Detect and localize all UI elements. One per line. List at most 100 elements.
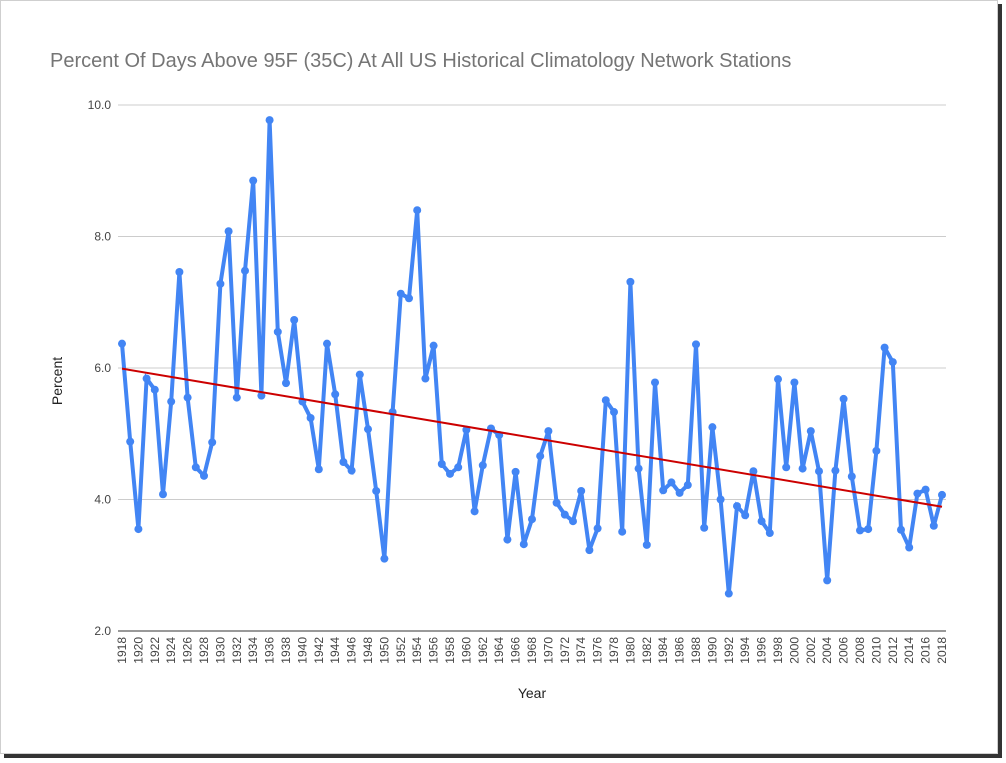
data-point xyxy=(511,467,520,476)
x-tick-label: 1962 xyxy=(476,637,490,664)
x-tick-label: 2016 xyxy=(919,637,933,664)
data-point xyxy=(528,515,536,524)
data-point xyxy=(806,427,815,436)
data-point xyxy=(454,463,463,472)
x-tick-label: 1970 xyxy=(541,637,555,664)
x-tick-label: 1998 xyxy=(771,637,785,664)
data-point xyxy=(167,397,176,406)
data-point xyxy=(790,378,799,387)
x-tick-label: 1960 xyxy=(459,637,473,664)
data-point xyxy=(429,341,438,350)
x-tick-label: 1988 xyxy=(689,637,703,664)
x-tick-label: 1984 xyxy=(656,637,670,664)
data-point xyxy=(380,554,389,563)
x-tick-label: 2018 xyxy=(935,637,949,664)
data-point xyxy=(856,526,864,535)
data-point xyxy=(724,589,733,598)
data-point xyxy=(667,478,676,487)
data-point xyxy=(372,486,381,495)
data-point xyxy=(593,524,602,533)
data-point xyxy=(642,540,651,549)
x-tick-label: 1936 xyxy=(263,637,277,664)
y-axis-title: Percent xyxy=(49,357,65,405)
x-tick-label: 1990 xyxy=(705,637,719,664)
data-point xyxy=(700,523,709,532)
data-point xyxy=(659,486,668,495)
y-tick-label: 6.0 xyxy=(94,361,111,375)
data-point xyxy=(544,427,553,436)
data-point xyxy=(618,527,627,536)
x-tick-label: 2010 xyxy=(869,637,883,664)
x-tick-label: 1952 xyxy=(394,637,408,664)
x-tick-label: 1930 xyxy=(213,637,227,664)
series-layer xyxy=(118,116,946,598)
data-point xyxy=(273,327,282,336)
y-tick-label: 8.0 xyxy=(94,230,111,244)
data-point xyxy=(183,393,192,402)
data-point xyxy=(741,511,750,520)
data-point xyxy=(905,543,914,552)
data-point xyxy=(552,498,561,507)
data-point xyxy=(191,463,200,472)
x-tick-label: 1944 xyxy=(328,637,342,664)
data-point xyxy=(478,461,487,470)
x-tick-label: 1972 xyxy=(558,637,572,664)
data-point xyxy=(560,510,569,519)
data-point xyxy=(823,576,832,585)
data-point xyxy=(749,467,758,476)
data-point xyxy=(774,375,782,384)
x-tick-label: 1934 xyxy=(246,637,260,664)
data-point xyxy=(708,423,717,432)
data-point xyxy=(331,390,340,399)
data-point xyxy=(610,408,618,417)
x-tick-label: 1942 xyxy=(312,637,326,664)
data-point xyxy=(626,277,635,286)
chart-title: Percent Of Days Above 95F (35C) At All U… xyxy=(50,50,792,72)
data-point xyxy=(159,490,167,499)
data-point xyxy=(224,227,233,236)
data-point xyxy=(913,489,922,498)
x-tick-label: 1994 xyxy=(738,637,752,664)
data-point xyxy=(864,525,873,534)
data-point xyxy=(470,507,479,516)
data-point xyxy=(831,466,840,475)
data-point xyxy=(249,176,258,185)
data-point xyxy=(421,374,430,383)
x-tick-label: 2012 xyxy=(886,637,900,664)
data-point xyxy=(503,535,512,544)
data-point xyxy=(651,378,659,387)
x-tick-label: 1946 xyxy=(345,637,359,664)
x-tick-label: 1928 xyxy=(197,637,211,664)
data-point xyxy=(716,495,725,504)
x-tick-label: 2002 xyxy=(804,637,818,664)
x-tick-label: 1966 xyxy=(509,637,523,664)
y-tick-label: 4.0 xyxy=(94,493,111,507)
data-point xyxy=(683,481,692,490)
x-tick-label: 1976 xyxy=(591,637,605,664)
data-point xyxy=(634,464,643,473)
trendline xyxy=(121,367,943,508)
x-tick-label: 1982 xyxy=(640,637,654,664)
data-point xyxy=(880,343,889,352)
y-tick-label: 2.0 xyxy=(94,624,111,638)
data-point xyxy=(929,521,938,530)
x-tick-label: 1938 xyxy=(279,637,293,664)
data-point xyxy=(200,471,208,480)
data-point xyxy=(323,339,331,348)
x-tick-label: 1958 xyxy=(443,637,457,664)
x-tick-label: 1968 xyxy=(525,637,539,664)
data-point xyxy=(519,540,528,549)
x-tick-label: 1978 xyxy=(607,637,621,664)
data-point xyxy=(601,396,610,405)
x-tick-label: 1950 xyxy=(377,637,391,664)
gridlines xyxy=(118,104,946,632)
x-tick-label: 1980 xyxy=(623,637,637,664)
data-point xyxy=(364,425,372,434)
data-point xyxy=(134,525,143,534)
data-point xyxy=(585,546,594,555)
x-tick-label: 1932 xyxy=(230,637,244,664)
x-tick-labels: 1918 1920 1922 1924 1926 1928 1930 1932 1934 1936… xyxy=(115,637,949,664)
x-axis-title: Year xyxy=(518,685,547,701)
data-point xyxy=(921,485,930,494)
data-point xyxy=(839,394,848,403)
